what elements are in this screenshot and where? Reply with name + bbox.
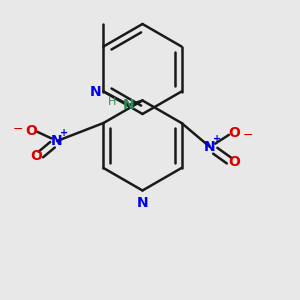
Text: +: + <box>60 128 69 139</box>
Text: O: O <box>26 124 38 137</box>
Text: N: N <box>123 98 135 112</box>
Text: O: O <box>228 127 240 140</box>
Text: H: H <box>108 97 117 107</box>
Text: O: O <box>30 149 42 163</box>
Text: N: N <box>51 134 63 148</box>
Text: N: N <box>89 85 101 98</box>
Text: N: N <box>137 196 148 210</box>
Text: O: O <box>228 155 240 169</box>
Text: −: − <box>242 128 253 142</box>
Text: N: N <box>204 140 216 154</box>
Text: +: + <box>213 134 222 145</box>
Text: −: − <box>13 122 23 136</box>
